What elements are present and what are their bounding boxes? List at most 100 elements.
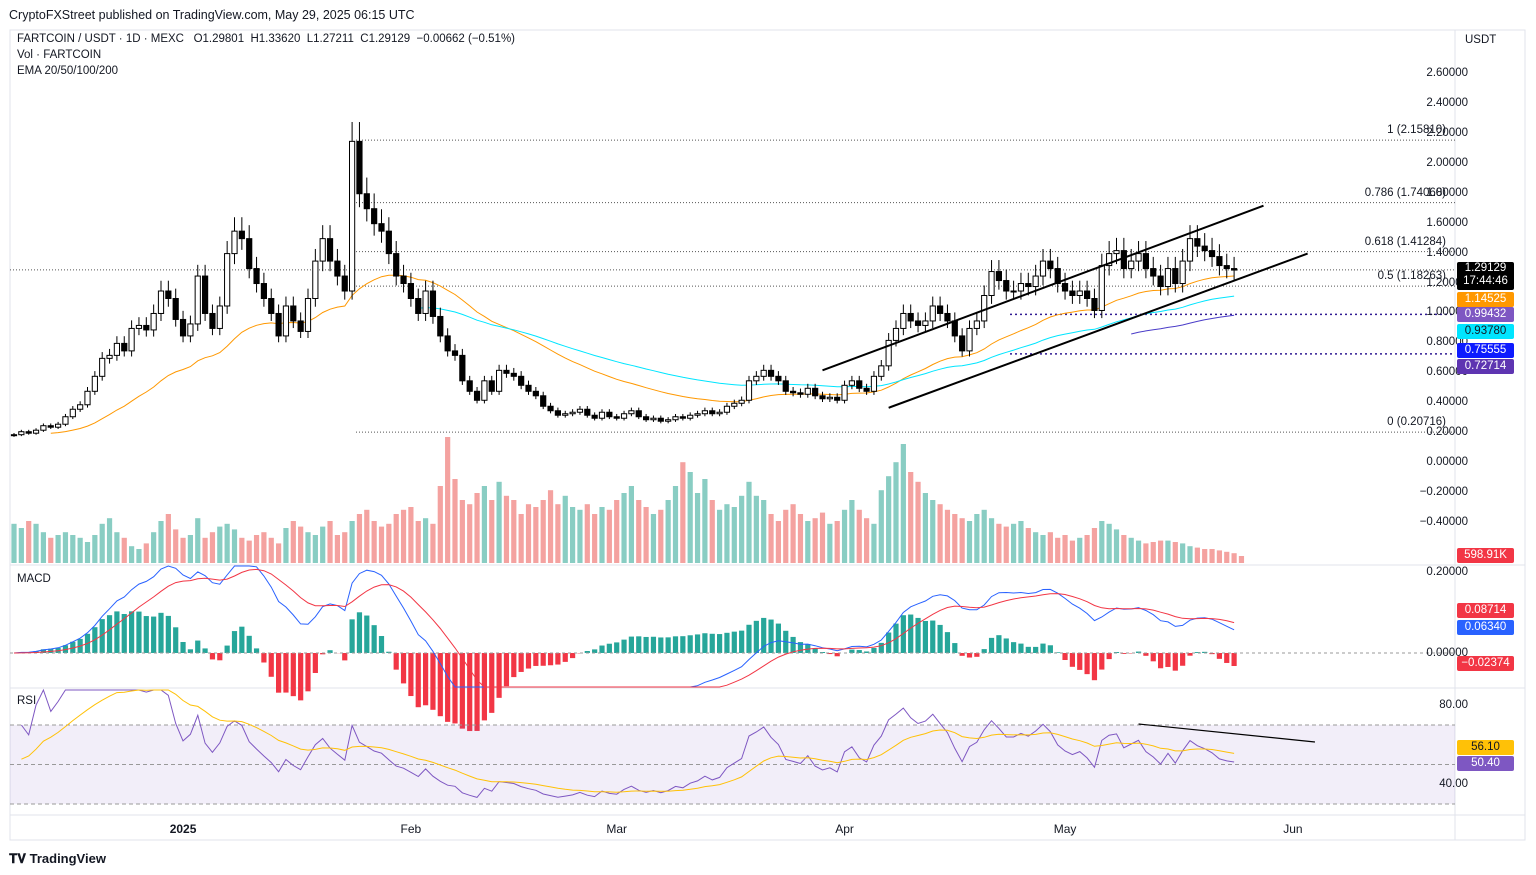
- rsi-label[interactable]: RSI: [17, 695, 37, 707]
- candle: [1069, 290, 1076, 297]
- fib-level-label: 0.5 (1.18263): [1377, 270, 1446, 283]
- volume-bar: [371, 521, 377, 563]
- candle: [966, 327, 973, 352]
- macd-histogram-bar: [400, 653, 407, 684]
- macd-histogram-bar: [70, 641, 76, 653]
- macd-histogram-bar: [173, 627, 179, 653]
- macd-histogram-bar: [1231, 653, 1237, 667]
- volume-bar: [276, 543, 282, 563]
- macd-histogram-bar: [849, 649, 855, 653]
- macd-histogram-bar: [378, 636, 385, 653]
- candle: [606, 411, 613, 418]
- macd-histogram-bar: [371, 625, 377, 653]
- macd-histogram-bar: [1047, 645, 1053, 653]
- signal-value-badge: 0.06340: [1457, 620, 1514, 635]
- candle: [378, 223, 385, 232]
- volume-bar: [1047, 532, 1053, 563]
- candle: [400, 275, 407, 285]
- volume-bar: [849, 500, 855, 563]
- candle: [892, 327, 900, 341]
- volume-bar: [496, 481, 502, 563]
- candle: [878, 365, 885, 377]
- macd-histogram-bar: [261, 653, 267, 663]
- candle: [745, 380, 753, 401]
- macd-histogram-bar: [1194, 652, 1200, 653]
- high-value: H1.33620: [250, 33, 301, 45]
- symbol-name[interactable]: FARTCOIN / USDT · 1D · MEXC: [17, 33, 184, 45]
- candle: [290, 305, 297, 322]
- candle: [643, 416, 650, 421]
- macd-histogram-bar: [224, 645, 230, 653]
- candle: [1201, 245, 1208, 252]
- volume-bar: [1033, 532, 1039, 563]
- macd-histogram-bar: [680, 636, 686, 653]
- macd-histogram-bar: [290, 653, 296, 697]
- volume-bar: [327, 521, 333, 563]
- candle: [179, 318, 187, 337]
- volume-bar: [320, 526, 326, 563]
- candle: [1017, 283, 1025, 292]
- macd-histogram-bar: [143, 616, 149, 653]
- candle: [826, 396, 833, 400]
- ema-indicator-label[interactable]: EMA 20/50/100/200: [17, 65, 119, 77]
- ema-level-badge: 0.99432: [1457, 307, 1514, 322]
- macd-histogram-bar: [643, 636, 649, 653]
- candle: [687, 414, 694, 419]
- macd-histogram-bar: [636, 636, 642, 653]
- rsi-ma-line: [21, 689, 1235, 793]
- macd-histogram-bar: [1106, 653, 1112, 660]
- volume-bar: [1135, 540, 1142, 563]
- volume-bar: [173, 529, 179, 563]
- volume-bar: [423, 518, 429, 563]
- tradingview-logo[interactable]: 𝐓𝐕 TradingView: [9, 851, 106, 866]
- candle: [510, 372, 517, 377]
- macd-histogram-bar: [1003, 638, 1009, 653]
- volume-indicator-label[interactable]: Vol · FARTCOIN: [17, 49, 102, 61]
- candle: [187, 323, 194, 337]
- candle: [444, 335, 451, 352]
- volume-bar: [253, 535, 260, 563]
- volume-bar: [1040, 535, 1046, 563]
- volume-bar: [966, 521, 973, 563]
- volume-bar: [298, 526, 304, 563]
- candle: [1113, 250, 1120, 255]
- volume-bar: [518, 514, 524, 563]
- candle: [238, 230, 245, 240]
- volume-bar: [562, 495, 568, 563]
- volume-bar: [415, 521, 421, 563]
- volume-bar: [1216, 550, 1222, 563]
- macd-histogram-bar: [489, 653, 495, 713]
- candle: [914, 320, 922, 326]
- candle: [496, 369, 503, 392]
- volume-bar: [1011, 523, 1017, 563]
- volume-bar: [915, 481, 921, 563]
- macd-histogram-bar: [231, 631, 238, 653]
- currency-label[interactable]: USDT: [1465, 34, 1497, 46]
- volume-bar: [592, 514, 598, 563]
- ema50-line: [50, 274, 1235, 434]
- channel-upper-line: [822, 204, 1264, 372]
- macd-label[interactable]: MACD: [17, 573, 51, 585]
- candle: [1194, 238, 1201, 247]
- macd-histogram-bar: [562, 653, 568, 662]
- candle: [569, 411, 576, 415]
- candle: [628, 410, 635, 415]
- macd-histogram-bar: [966, 653, 973, 658]
- volume-bar: [753, 495, 759, 563]
- price-tick-label: 0.20000: [1426, 426, 1468, 439]
- volume-bar: [1106, 523, 1112, 563]
- published-line: CryptoFXStreet published on TradingView.…: [9, 8, 415, 22]
- candle: [334, 260, 341, 277]
- candle: [760, 369, 767, 377]
- volume-bar: [680, 462, 686, 563]
- volume-bar: [812, 518, 818, 563]
- macd-histogram-bar: [99, 619, 105, 653]
- rsi-axis-bottom: 40.00: [1439, 778, 1468, 790]
- macd-histogram-bar: [606, 643, 612, 653]
- volume-bar: [1018, 521, 1024, 563]
- volume-bar: [952, 514, 958, 563]
- candle: [385, 230, 392, 255]
- candle: [451, 350, 459, 356]
- macd-histogram-bar: [474, 653, 480, 731]
